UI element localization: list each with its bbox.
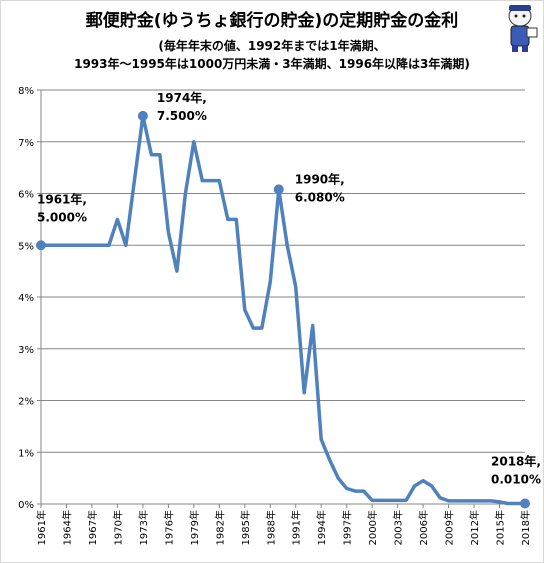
highlight-marker xyxy=(137,110,148,121)
post-mascot-icon xyxy=(508,5,538,52)
chart-title: 郵便貯金(ゆうちょ銀行の貯金)の定期貯金の金利 xyxy=(85,11,459,31)
x-tick-label: 1985年 xyxy=(239,510,252,545)
x-tick-label: 1976年 xyxy=(162,510,175,545)
x-tick-label: 1967年 xyxy=(86,510,99,545)
x-tick-label: 2015年 xyxy=(494,510,507,545)
x-tick-label: 2000年 xyxy=(366,510,379,545)
annotation-value: 7.500% xyxy=(157,109,207,123)
gridlines xyxy=(41,89,525,453)
y-tick-label: 6% xyxy=(18,190,34,201)
annotation-year: 1974年, xyxy=(157,90,207,105)
annotation-value: 5.000% xyxy=(37,210,87,224)
chart-subtitle-line2: 1993年～1995年は1000万円未満・3年満期、1996年以降は3年満期) xyxy=(74,57,470,71)
y-tick-label: 2% xyxy=(18,397,34,408)
interest-rate-line xyxy=(41,114,525,506)
highlight-marker xyxy=(36,240,46,251)
y-tick-label: 5% xyxy=(18,241,34,252)
highlight-marker xyxy=(520,498,530,509)
y-axis-ticks: 0% 1% 2% 3% 4% 5% 6% 7% 8% xyxy=(18,86,41,511)
x-tick-label: 2003年 xyxy=(392,510,405,545)
x-tick-label: 1997年 xyxy=(341,510,354,545)
x-tick-label: 2009年 xyxy=(443,510,456,545)
x-tick-label: 1964年 xyxy=(60,510,73,545)
chart-subtitle-line1: (毎年年末の値、1992年までは1年満期、 xyxy=(158,39,386,53)
highlight-marker xyxy=(273,184,284,195)
x-tick-label: 1982年 xyxy=(213,510,226,545)
y-tick-label: 1% xyxy=(18,448,34,459)
annotation-year: 1990年, xyxy=(295,171,345,186)
y-tick-label: 3% xyxy=(18,345,34,356)
annotations: 1961年, 5.000% 1974年, 7.500% 1990年, 6.080% 2018… xyxy=(37,90,541,487)
y-tick-label: 4% xyxy=(18,293,34,304)
highlight-markers xyxy=(36,110,530,509)
x-tick-label: 1994年 xyxy=(315,510,328,545)
x-tick-label: 2012年 xyxy=(468,510,481,545)
annotation-value: 6.080% xyxy=(295,190,345,204)
x-tick-label: 1961年 xyxy=(35,510,48,545)
x-tick-label: 1979年 xyxy=(188,510,201,545)
x-tick-label: 1970年 xyxy=(111,510,124,545)
annotation-year: 2018年, xyxy=(491,453,541,468)
x-tick-label: 1991年 xyxy=(290,510,303,545)
x-tick-label: 2018年 xyxy=(519,510,532,545)
y-tick-label: 8% xyxy=(18,86,34,97)
annotation-year: 1961年, xyxy=(37,191,87,206)
y-tick-label: 0% xyxy=(18,500,34,511)
x-axis-ticks: 1961年 1964年 1967年 1970年 1973年 1976年 1979年 1982年… xyxy=(35,504,532,545)
annotation-value: 0.010% xyxy=(491,472,541,486)
x-tick-label: 1973年 xyxy=(137,510,150,545)
x-tick-label: 1988年 xyxy=(264,510,277,545)
y-tick-label: 7% xyxy=(18,138,34,149)
x-tick-label: 2006年 xyxy=(417,510,430,545)
